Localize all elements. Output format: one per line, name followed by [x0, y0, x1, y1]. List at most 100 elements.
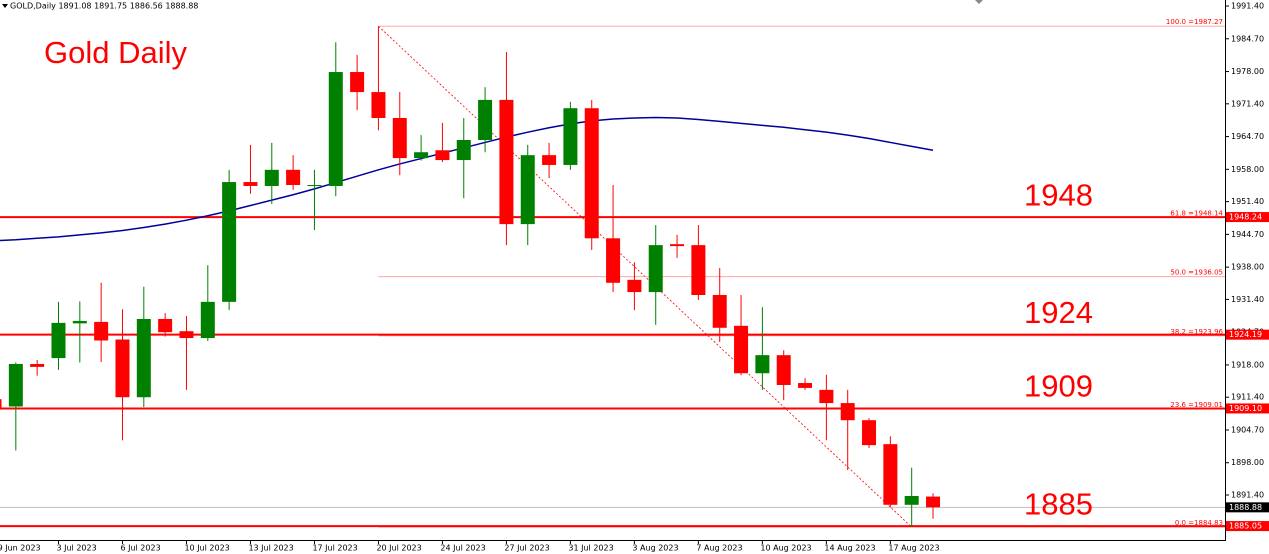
candle-body — [350, 72, 365, 93]
x-tick-label: 17 Jul 2023 — [312, 544, 357, 553]
candle-body — [286, 169, 301, 185]
fib-label: 61.8 =1948.14 — [1170, 210, 1223, 218]
fib-label: 0.0 =1884.83 — [1175, 519, 1223, 527]
candle-body — [264, 169, 279, 186]
y-tick-label: 1971.40 — [1231, 99, 1264, 108]
candle-body — [606, 238, 621, 283]
candle-body — [158, 318, 173, 333]
candle-body — [30, 363, 45, 367]
y-tick-label: 1944.70 — [1231, 230, 1264, 239]
menu-icon — [2, 4, 8, 8]
y-tick-label: 1991.40 — [1231, 2, 1264, 11]
candle-body — [627, 279, 642, 293]
x-tick-label: 24 Jul 2023 — [440, 544, 485, 553]
x-tick-label: 29 Jun 2023 — [0, 544, 41, 553]
level-annotation: 1924 — [1024, 295, 1093, 330]
candle-body — [435, 150, 450, 161]
candle-body — [520, 155, 535, 225]
candle-body — [478, 99, 493, 140]
candle-body — [840, 403, 855, 421]
candle-body — [8, 363, 23, 407]
x-tick-label: 17 Aug 2023 — [888, 544, 939, 553]
fib-label: 50.0 =1936.05 — [1170, 269, 1223, 277]
y-tick-label: 1951.40 — [1231, 197, 1264, 206]
candle-body — [776, 355, 791, 385]
level-price-label: 1885.05 — [1229, 522, 1262, 531]
level-price-label: 1909.10 — [1229, 404, 1262, 413]
x-tick-label: 10 Aug 2023 — [760, 544, 811, 553]
chart-title: Gold Daily — [44, 35, 187, 70]
plot-area — [0, 25, 1225, 528]
level-price-box — [1226, 403, 1269, 414]
candle-body — [115, 339, 130, 398]
shift-marker — [975, 0, 983, 4]
level-price-box — [1226, 329, 1269, 340]
candle-body — [883, 444, 898, 505]
x-tick-label: 31 Jul 2023 — [568, 544, 613, 553]
candle-body — [328, 72, 343, 186]
x-tick-label: 3 Jul 2023 — [56, 544, 96, 553]
candle-body — [542, 155, 557, 165]
x-tick-label: 13 Jul 2023 — [248, 544, 293, 553]
candle-body — [456, 140, 471, 161]
current-price-box — [1226, 502, 1269, 513]
level-annotation: 1909 — [1024, 369, 1093, 404]
y-tick-label: 1891.40 — [1231, 491, 1264, 500]
candle-body — [179, 331, 194, 339]
candle-body — [819, 389, 834, 404]
candle-body — [862, 420, 877, 446]
level-price-box — [1226, 212, 1269, 223]
level-annotation: 1948 — [1024, 177, 1093, 212]
level-price-box — [1226, 521, 1269, 532]
candle-body — [94, 321, 109, 341]
candle-body — [243, 182, 258, 186]
y-tick-label: 1938.00 — [1231, 263, 1264, 272]
candle-body — [712, 295, 727, 328]
y-tick-label: 1964.70 — [1231, 132, 1264, 141]
level-price-label: 1948.24 — [1229, 213, 1262, 222]
candle-body — [734, 325, 749, 374]
candle-body — [0, 399, 2, 409]
candle-body — [904, 495, 919, 505]
candle-body — [798, 383, 813, 388]
header: GOLD,Daily 1891.08 1891.75 1886.56 1888.… — [10, 2, 198, 11]
candle-body — [584, 108, 599, 239]
candle-body — [648, 245, 663, 293]
x-tick-label: 14 Aug 2023 — [824, 544, 875, 553]
candle-body — [72, 320, 87, 324]
x-tick-label: 20 Jul 2023 — [376, 544, 421, 553]
x-tick-label: 6 Jul 2023 — [120, 544, 160, 553]
candle-body — [136, 318, 151, 398]
level-annotation: 1885 — [1024, 486, 1093, 521]
y-tick-label: 1958.00 — [1231, 165, 1264, 174]
x-tick-label: 10 Jul 2023 — [184, 544, 229, 553]
y-tick-label: 1978.00 — [1231, 67, 1264, 76]
x-tick-label: 7 Aug 2023 — [696, 544, 742, 553]
fib-label: 100.0 =1987.27 — [1166, 18, 1223, 26]
fib-label: 38.2 =1923.96 — [1170, 328, 1223, 336]
level-price-label: 1924.19 — [1229, 330, 1262, 339]
x-tick-label: 27 Jul 2023 — [504, 544, 549, 553]
candle-body — [200, 301, 215, 339]
candle-body — [755, 355, 770, 374]
y-tick-label: 1931.40 — [1231, 295, 1264, 304]
candle-body — [499, 99, 514, 225]
candle-body — [926, 496, 941, 508]
x-tick-label: 3 Aug 2023 — [632, 544, 678, 553]
candle-body — [414, 152, 429, 159]
candle-body — [392, 117, 407, 159]
current-price-label: 1888.88 — [1229, 503, 1262, 512]
fib-label: 23.6 =1909.01 — [1170, 401, 1223, 409]
y-tick-label: 1898.00 — [1231, 458, 1264, 467]
y-tick-label: 1904.70 — [1231, 425, 1264, 434]
y-tick-label: 1918.00 — [1231, 360, 1264, 369]
candle-body — [670, 244, 685, 247]
y-tick-label: 1911.40 — [1231, 393, 1264, 402]
candle-body — [371, 92, 386, 118]
candle-body — [563, 108, 578, 165]
candle-body — [51, 322, 66, 359]
y-tick-label: 1984.70 — [1231, 34, 1264, 43]
candle-body — [691, 245, 706, 296]
candle-body — [222, 182, 237, 302]
